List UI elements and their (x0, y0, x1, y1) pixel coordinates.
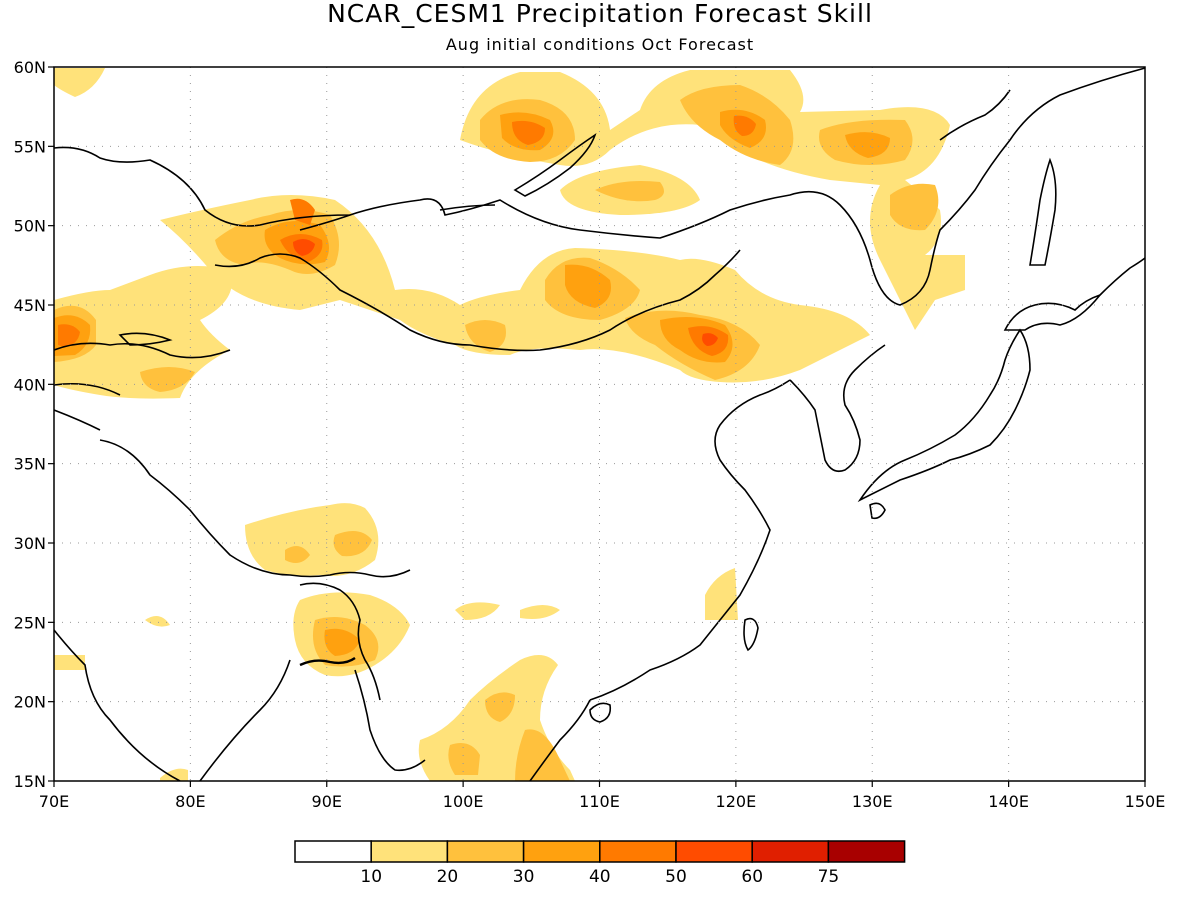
lon-tick-label: 90E (312, 792, 342, 811)
border-mongolia-china (214, 249, 741, 352)
colorbar-swatch (370, 840, 449, 863)
lat-tick-label: 15N (14, 772, 46, 791)
skill-region-gobi-west (465, 320, 506, 352)
coastline-taiwan (743, 617, 759, 652)
colorbar-swatch (294, 840, 372, 863)
coastline-myanmar (354, 669, 426, 772)
border-india-myanmar (299, 582, 381, 701)
coastline-lake-baikal (513, 133, 597, 197)
skill-shading-layer (54, 68, 965, 781)
axis-labels-layer: 70E 80E 90E 100E 110E 120E 130E 140E 150E 15N 20N 2… (14, 58, 1166, 811)
lon-tick-label: 100E (443, 792, 484, 811)
skill-region-northwest-corner (54, 68, 105, 97)
colorbar-label: 50 (665, 867, 687, 887)
colorbar-swatch (675, 840, 753, 863)
skill-region-indochina-core (448, 692, 570, 781)
skill-region-siberia-max (512, 120, 545, 145)
skill-region-manchuria (890, 183, 939, 231)
lat-tick-label: 25N (14, 613, 46, 632)
coastline-hokkaido (1003, 293, 1103, 331)
skill-region-south-china (455, 568, 738, 620)
skill-region-tibet (245, 503, 379, 576)
colorbar-swatch (751, 840, 830, 863)
colorbar-legend: 10 20 30 40 50 60 75 (294, 840, 906, 887)
skill-region-far-east-max (733, 115, 756, 136)
coastline-bangladesh (299, 656, 356, 667)
colorbar-label: 60 (741, 867, 763, 887)
coastline-china (589, 379, 791, 701)
lon-tick-label: 80E (175, 792, 205, 811)
skill-region-inner-mongolia-peak (565, 264, 733, 363)
coastline-india (54, 629, 291, 781)
colorbar-label: 30 (513, 867, 535, 887)
lat-tick-label: 30N (14, 534, 46, 553)
border-mongolia-russia (299, 204, 496, 231)
skill-region-amur-peak (845, 132, 890, 158)
lat-tick-label: 35N (14, 455, 46, 474)
lon-tick-label: 120E (716, 792, 757, 811)
coastline-korea (789, 344, 886, 473)
border-himalaya (99, 439, 411, 578)
skill-region-central-asia (54, 266, 232, 399)
colorbar-label: 75 (818, 867, 840, 887)
skill-region-tibet-core (285, 531, 372, 564)
lon-tick-label: 140E (988, 792, 1029, 811)
map-title: NCAR_CESM1 Precipitation Forecast Skill (327, 0, 873, 28)
colorbar-swatch (522, 840, 601, 863)
coastline-kyushu (869, 502, 886, 520)
skill-region-bengal-max (324, 628, 360, 656)
skill-region-mongolia-top (702, 333, 718, 346)
coastline-japan (857, 328, 1031, 503)
lat-tick-label: 55N (14, 137, 46, 156)
lon-tick-label: 150E (1125, 792, 1166, 811)
colorbar-swatch (446, 840, 525, 863)
coastline-sakhalin (1029, 157, 1057, 266)
coastline-lake-balkhash (118, 332, 173, 346)
lat-tick-label: 40N (14, 375, 46, 394)
coastline-indochina (529, 699, 591, 781)
skill-region-dzungaria-top (293, 238, 315, 256)
coastline-kamchatka (1099, 257, 1145, 296)
map-plot-area: 70E 80E 90E 100E 110E 120E 130E 140E 150E 15N 20N 2… (14, 58, 1166, 811)
colorbar-label: 40 (589, 867, 611, 887)
skill-region-kazakh-max (58, 324, 80, 347)
colorbar-label: 20 (437, 867, 459, 887)
skill-region-india-west (54, 616, 188, 781)
lon-tick-label: 110E (579, 792, 620, 811)
coastline-hainan (589, 702, 612, 723)
lat-tick-label: 45N (14, 296, 46, 315)
lat-tick-label: 50N (14, 217, 46, 236)
lon-tick-label: 130E (852, 792, 893, 811)
skill-region-baikal-east-core (595, 181, 664, 202)
colorbar-swatch (827, 840, 906, 863)
lat-tick-label: 60N (14, 58, 46, 77)
lat-tick-label: 20N (14, 693, 46, 712)
coastline-russia-east (939, 89, 1011, 141)
colorbar-label: 10 (360, 867, 382, 887)
lon-tick-label: 70E (39, 792, 69, 811)
map-subtitle: Aug initial conditions Oct Forecast (446, 35, 754, 54)
colorbar-swatch (599, 840, 677, 863)
